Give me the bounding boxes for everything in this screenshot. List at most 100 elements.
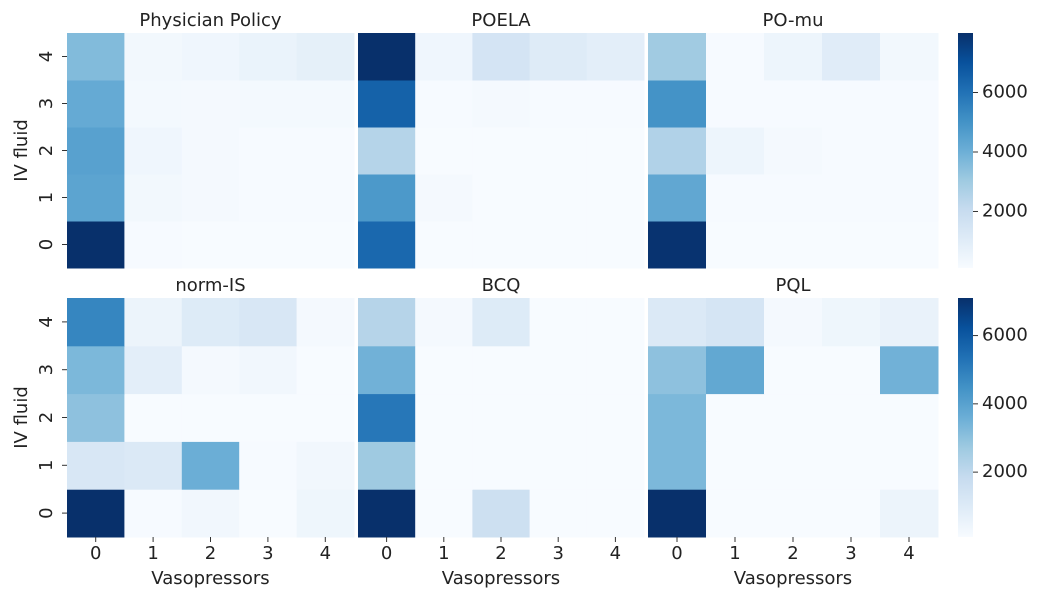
heat-cell — [706, 174, 765, 222]
colorbar-tick-label: 4000 — [982, 393, 1028, 414]
heat-cell — [415, 489, 473, 538]
heat-cell — [239, 489, 298, 538]
panel-title: BCQ — [482, 275, 521, 296]
heat-cell — [764, 80, 823, 128]
heat-cell — [181, 298, 240, 347]
y-tick-label: 3 — [36, 98, 57, 109]
heat-cell — [124, 221, 183, 269]
heat-cell — [880, 174, 939, 222]
heat-cell — [586, 80, 645, 128]
y-axis-label: IV fluid — [11, 386, 32, 449]
heat-cell — [529, 441, 588, 490]
x-tick-label: 0 — [381, 543, 392, 564]
heat-cell — [181, 345, 240, 395]
heat-cell — [239, 298, 298, 347]
heat-cell — [124, 80, 183, 128]
heat-cell — [181, 127, 240, 175]
heat-cell — [181, 221, 240, 269]
heat-cell — [472, 441, 531, 490]
heat-cell — [586, 33, 645, 81]
x-tick-label: 1 — [438, 543, 449, 564]
colorbar-tick-label: 4000 — [982, 141, 1028, 162]
heat-cell — [358, 33, 416, 81]
heat-cell — [764, 489, 823, 538]
y-tick-label: 1 — [36, 192, 57, 203]
x-axis-label: Vasopressors — [151, 568, 269, 589]
heat-cell — [529, 345, 588, 395]
heat-cell — [239, 441, 298, 490]
heat-cell — [586, 221, 645, 269]
heat-cell — [648, 33, 707, 81]
heat-cell — [415, 221, 473, 269]
heat-cell — [648, 174, 707, 222]
heat-cell — [181, 80, 240, 128]
heat-cell — [296, 441, 355, 490]
heat-cell — [472, 33, 531, 81]
x-tick-label: 2 — [787, 543, 798, 564]
heat-cell — [358, 80, 416, 128]
heat-cell — [472, 345, 531, 395]
heat-cell — [296, 221, 355, 269]
heat-cell — [764, 174, 823, 222]
heat-cell — [880, 298, 939, 347]
heat-cell — [415, 441, 473, 490]
heat-cell — [529, 393, 588, 442]
heat-cell — [296, 127, 355, 175]
y-tick-label: 4 — [36, 51, 57, 62]
heat-cell — [239, 80, 298, 128]
heat-cell — [529, 33, 588, 81]
heat-cell — [764, 298, 823, 347]
heat-cell — [648, 489, 707, 538]
colorbar — [958, 298, 973, 537]
panel-title: PO-mu — [763, 10, 824, 31]
heat-cell — [648, 80, 707, 128]
heat-cell — [358, 127, 416, 175]
heat-cell — [181, 174, 240, 222]
heat-cell — [415, 127, 473, 175]
heat-cell — [472, 393, 531, 442]
y-tick-label: 1 — [36, 460, 57, 471]
x-tick-label: 0 — [671, 543, 682, 564]
heat-cell — [764, 127, 823, 175]
heat-cell — [706, 345, 765, 395]
y-tick-label: 3 — [36, 364, 57, 375]
heat-cell — [529, 80, 588, 128]
heat-cell — [472, 221, 531, 269]
x-axis-label: Vasopressors — [734, 568, 852, 589]
heat-cell — [822, 33, 881, 81]
heat-cell — [529, 127, 588, 175]
heat-cell — [358, 345, 416, 395]
heat-cell — [472, 80, 531, 128]
x-tick-label: 3 — [262, 543, 273, 564]
heat-cell — [415, 80, 473, 128]
heat-cell — [648, 127, 707, 175]
x-tick-label: 3 — [552, 543, 563, 564]
heat-cell — [648, 298, 707, 347]
heat-cell — [822, 489, 881, 538]
heat-cell — [239, 33, 298, 81]
heat-cell — [880, 393, 939, 442]
heat-cell — [764, 33, 823, 81]
heat-cell — [472, 298, 531, 347]
heat-cell — [239, 174, 298, 222]
heat-cell — [648, 221, 707, 269]
x-tick-label: 0 — [90, 543, 101, 564]
heat-cell — [822, 345, 881, 395]
x-tick-label: 3 — [845, 543, 856, 564]
heat-cell — [181, 441, 240, 490]
heat-cell — [415, 33, 473, 81]
y-tick-label: 0 — [36, 239, 57, 250]
heat-cell — [124, 345, 183, 395]
x-axis-label: Vasopressors — [442, 568, 560, 589]
y-axis-label: IV fluid — [11, 119, 32, 182]
heat-cell — [472, 174, 531, 222]
heat-cell — [181, 393, 240, 442]
x-tick-label: 2 — [205, 543, 216, 564]
heat-cell — [822, 393, 881, 442]
heat-cell — [124, 298, 183, 347]
heat-cell — [124, 33, 183, 81]
heat-cell — [239, 345, 298, 395]
colorbar-tick-label: 6000 — [982, 81, 1028, 102]
panel-title: PQL — [775, 275, 810, 296]
x-tick-label: 4 — [903, 543, 914, 564]
